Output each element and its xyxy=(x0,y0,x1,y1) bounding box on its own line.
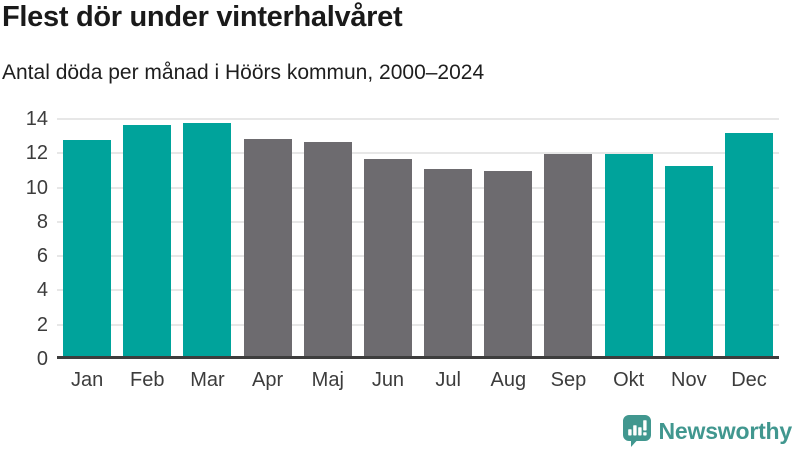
x-tick-label-jun: Jun xyxy=(371,369,405,391)
x-axis-line xyxy=(57,356,779,359)
x-axis-tick-labels: Jan Feb Mar Apr Maj Jun Jul Aug Sep Okt Nov Dec xyxy=(57,368,779,392)
y-tick-label: 14 xyxy=(25,108,48,130)
gridline xyxy=(57,152,779,155)
newsworthy-logo: Newsworthy xyxy=(622,414,793,448)
gridline xyxy=(57,118,779,120)
bar-jan xyxy=(63,140,112,358)
bar-aug xyxy=(484,171,533,358)
y-tick-label: 10 xyxy=(25,176,48,199)
y-tick-label: 12 xyxy=(25,142,48,165)
x-tick-label-maj: Maj xyxy=(311,369,344,391)
x-tick-label-aug: Aug xyxy=(490,369,527,391)
bar-band xyxy=(659,119,719,359)
bars-group xyxy=(57,119,779,359)
chart-subtitle: Antal döda per månad i Höörs kommun, 200… xyxy=(2,61,485,84)
bar-band xyxy=(358,119,418,359)
bar-okt xyxy=(604,154,653,358)
x-tick-label-okt: Okt xyxy=(613,369,645,391)
bar-jul xyxy=(424,169,473,358)
x-tick-label-dec: Dec xyxy=(731,369,767,391)
x-tick-label-nov: Nov xyxy=(671,369,707,391)
bar-band xyxy=(117,119,177,359)
newsworthy-logo-text: Newsworthy xyxy=(658,417,793,444)
bar-nov xyxy=(664,166,713,358)
gridline xyxy=(57,289,779,292)
bar-band xyxy=(298,119,358,359)
bar-band xyxy=(538,119,598,359)
x-tick-label-jan: Jan xyxy=(70,369,104,391)
x-tick-label-sep: Sep xyxy=(550,369,587,391)
x-tick-label-jul: Jul xyxy=(435,369,461,391)
bar-band xyxy=(599,119,659,359)
gridline xyxy=(57,255,779,258)
bar-jun xyxy=(363,159,412,358)
bar-maj xyxy=(303,142,352,358)
newsworthy-logo-icon xyxy=(622,415,652,447)
x-tick-label-feb: Feb xyxy=(130,369,165,391)
bar-band xyxy=(177,119,237,359)
y-tick-label: 6 xyxy=(36,245,48,268)
y-tick-label: 0 xyxy=(36,348,48,370)
y-tick-label: 2 xyxy=(36,313,48,336)
bar-band xyxy=(478,119,538,359)
y-tick-label: 8 xyxy=(36,210,48,233)
gridline xyxy=(57,323,779,326)
bar-band xyxy=(418,119,478,359)
x-tick-label-apr: Apr xyxy=(252,369,284,391)
bar-apr xyxy=(243,138,292,358)
bar-mar xyxy=(183,123,232,358)
bar-dec xyxy=(724,133,773,358)
x-tick-label-mar: Mar xyxy=(190,369,225,391)
bar-feb xyxy=(123,124,172,358)
bar-sep xyxy=(544,154,593,358)
bar-band xyxy=(719,119,779,359)
plot-area xyxy=(57,118,779,359)
y-tick-label: 4 xyxy=(36,279,48,302)
gridline xyxy=(57,186,779,189)
bar-band xyxy=(238,119,298,359)
y-axis-tick-labels: 0 2 4 6 8 10 12 14 xyxy=(0,109,48,369)
gridline xyxy=(57,220,779,223)
chart-title: Flest dör under vinterhalvåret xyxy=(2,1,403,33)
bar-band xyxy=(57,119,117,359)
